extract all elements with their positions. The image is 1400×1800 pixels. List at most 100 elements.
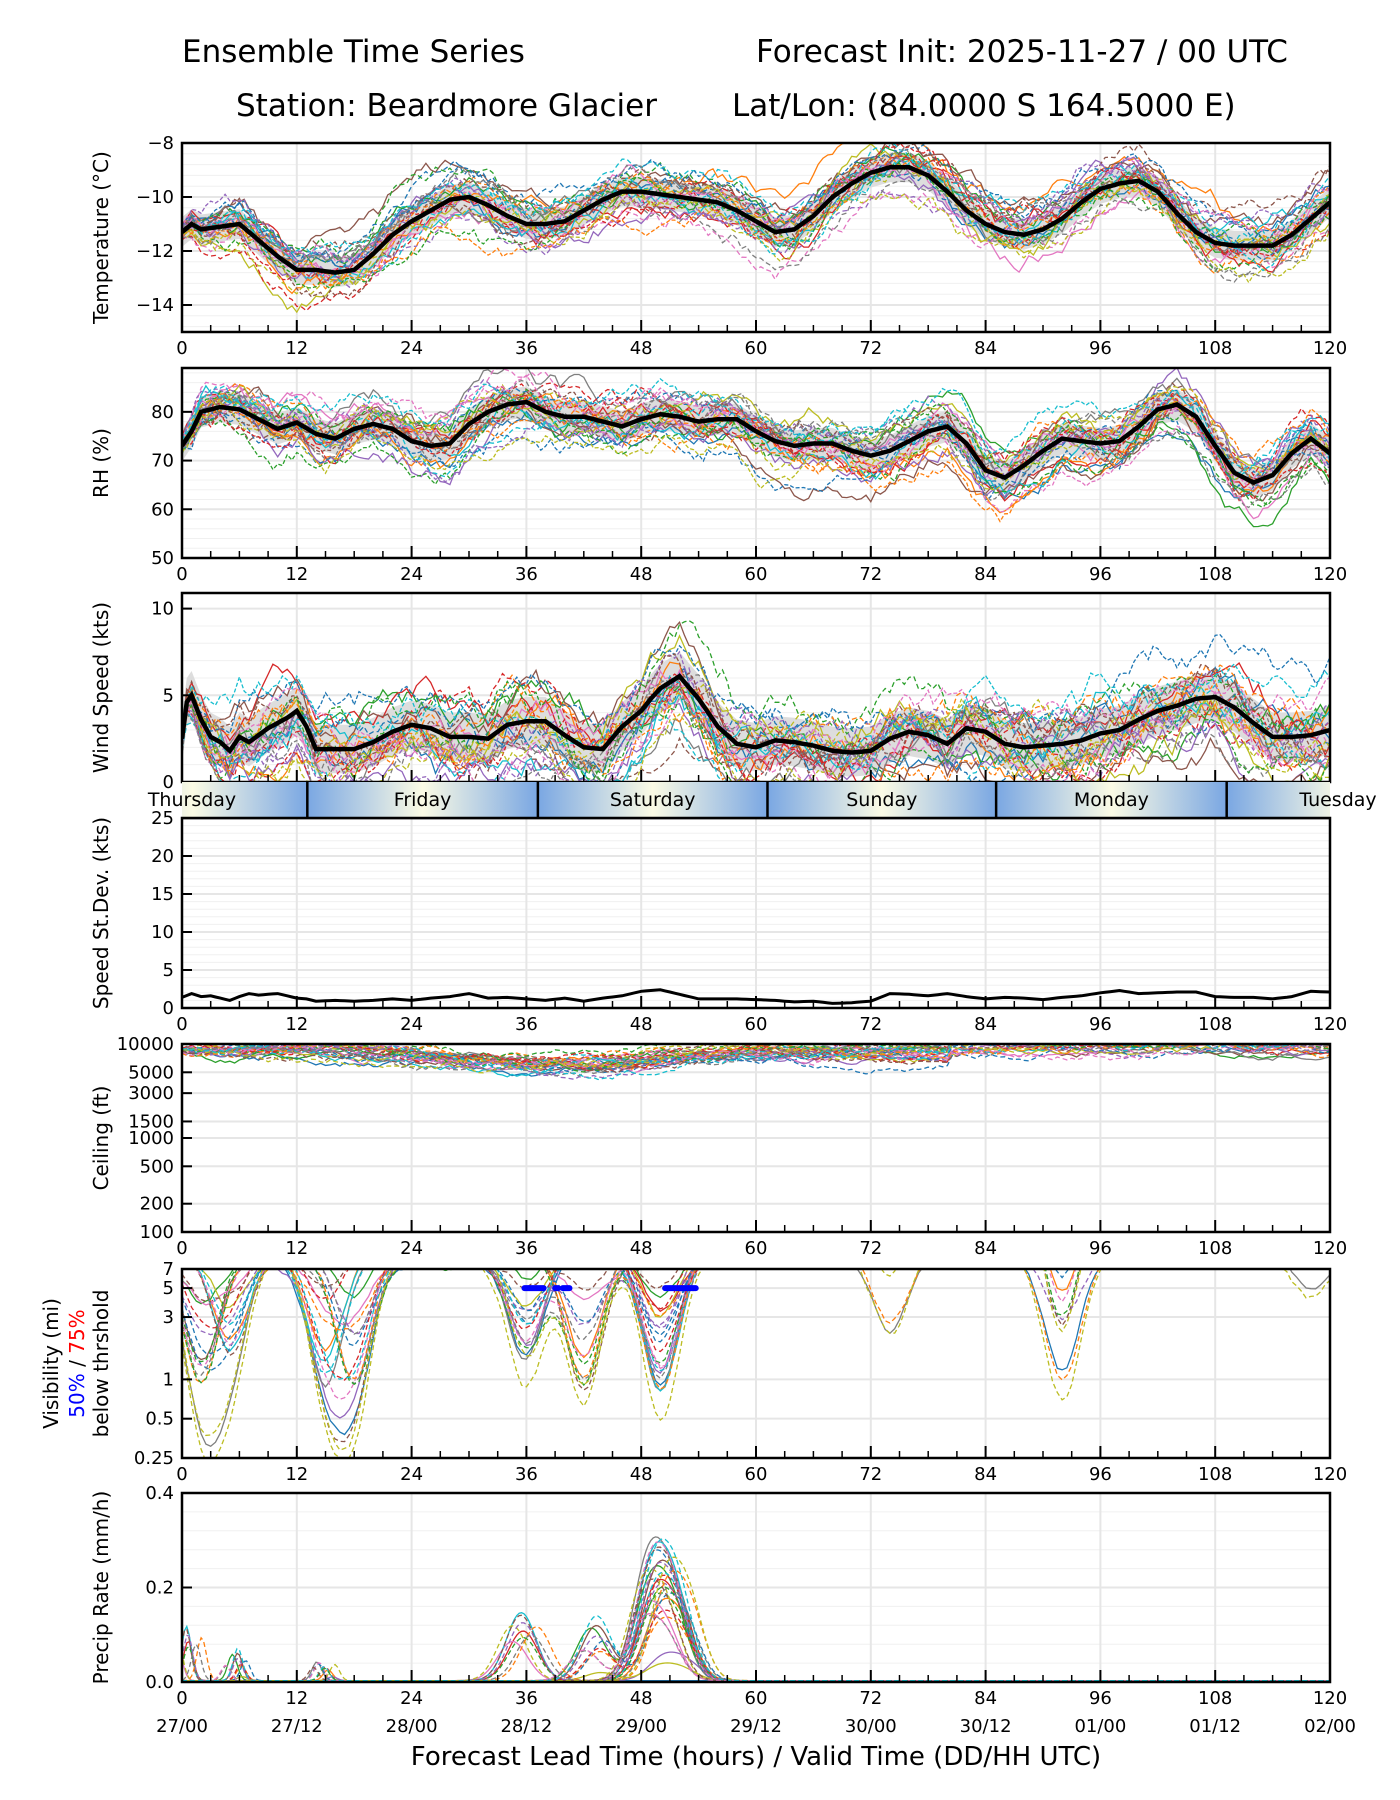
- precip-xtick-label: 120: [1313, 1688, 1347, 1709]
- ensemble-member-line: [182, 663, 1330, 773]
- ceiling-xtick-label: 0: [176, 1238, 187, 1259]
- rh-xtick-label: 120: [1313, 564, 1347, 585]
- temperature-ytick-label: −12: [136, 241, 174, 262]
- ensemble-member-line: [182, 388, 1330, 506]
- ensemble-member-line: [182, 143, 1330, 256]
- ensemble-member-line: [182, 397, 1330, 523]
- ceiling-ytick-label: 10000: [117, 1034, 174, 1055]
- rh-xtick-label: 108: [1198, 564, 1232, 585]
- ensemble-member-line: [182, 143, 1330, 283]
- ensemble-member-line: [182, 1044, 1330, 1067]
- precip-xtick-label: 48: [630, 1688, 653, 1709]
- rh-xtick-label: 0: [176, 564, 187, 585]
- ensemble-member-line: [293, 1269, 696, 1331]
- precip-xtick-label: 0: [176, 1688, 187, 1709]
- ensemble-member-line: [182, 679, 1330, 781]
- valid-time-label: 27/00: [156, 1716, 208, 1737]
- visibility-xtick-label: 84: [974, 1464, 997, 1485]
- temperature-mean-line: [182, 165, 1330, 275]
- valid-time-label: 02/00: [1304, 1716, 1356, 1737]
- day-label: Monday: [1074, 789, 1149, 811]
- ensemble-member-line: [182, 151, 1330, 290]
- precip-xtick-label: 12: [285, 1688, 308, 1709]
- ceiling-ytick-label: 200: [140, 1194, 174, 1215]
- ensemble-member-line: [200, 1269, 561, 1380]
- ensemble-member-line: [182, 184, 1330, 286]
- precip-ytick-label: 0.4: [145, 1483, 174, 1504]
- visibility-ytick-label: 1: [163, 1369, 174, 1390]
- wind_speed-ytick-label: 5: [163, 685, 174, 706]
- valid-time-label: 30/12: [960, 1716, 1012, 1737]
- visibility-xtick-label: 108: [1198, 1464, 1232, 1485]
- ensemble-member-line: [182, 1044, 1330, 1068]
- speed_stdev-ytick-label: 5: [163, 960, 174, 981]
- rh-xtick-label: 96: [1089, 564, 1112, 585]
- precip-xtick-label: 36: [515, 1688, 538, 1709]
- speed_stdev-xtick-label: 24: [400, 1014, 423, 1035]
- ensemble-member-line: [284, 1269, 1100, 1436]
- valid-time-label: 28/00: [386, 1716, 438, 1737]
- visibility-xtick-label: 12: [285, 1464, 308, 1485]
- ensemble-member-line: [182, 1044, 1330, 1074]
- ensemble-member-line: [182, 1044, 1330, 1077]
- ensemble-member-line: [182, 394, 1330, 502]
- ensemble-member-line: [182, 697, 1330, 782]
- visibility-xtick-label: 0: [176, 1464, 187, 1485]
- ensemble-member-line: [182, 1044, 1330, 1081]
- temperature-xtick-label: 108: [1198, 338, 1232, 359]
- day-segment: [307, 782, 538, 818]
- ceiling-xtick-label: 24: [400, 1238, 423, 1259]
- rh-xtick-label: 24: [400, 564, 423, 585]
- temperature-xtick-label: 36: [515, 338, 538, 359]
- visibility-ylabel: Visibility (mi): [39, 1298, 63, 1429]
- ensemble-member-line: [182, 161, 1330, 273]
- ceiling-xtick-label: 12: [285, 1238, 308, 1259]
- ceiling-ytick-label: 1500: [128, 1111, 174, 1132]
- temperature-xtick-label: 96: [1089, 338, 1112, 359]
- ceiling-xtick-label: 84: [974, 1238, 997, 1259]
- ensemble-member-line: [182, 1044, 1305, 1073]
- day-label: Thursday: [147, 789, 236, 811]
- ceiling-ylabel: Ceiling (ft): [89, 1086, 113, 1191]
- valid-time-label: 29/00: [615, 1716, 667, 1737]
- ensemble-member-line: [182, 143, 1330, 283]
- visibility-panel: 0.25 0.5 1 3 57 0 12 24 36 48 60 72 84 96 108 120 Visibi…: [39, 1259, 1347, 1485]
- ensemble-member-line: [182, 411, 1330, 501]
- ceiling-xtick-label: 120: [1313, 1238, 1347, 1259]
- ensemble-member-line: [182, 1044, 1317, 1068]
- precip-ylabel: Precip Rate (mm/h): [89, 1491, 113, 1685]
- rh-xtick-label: 72: [859, 564, 882, 585]
- visibility-xtick-label: 36: [515, 1464, 538, 1485]
- ceiling-ytick-label: 500: [140, 1156, 174, 1177]
- ensemble-member-line: [182, 666, 1330, 782]
- ensemble-member-line: [182, 383, 1330, 481]
- ceiling-xtick-label: 72: [859, 1238, 882, 1259]
- visibility-xtick-label: 96: [1089, 1464, 1112, 1485]
- wind_speed-panel: 0 5 10 Wind Speed (kts): [89, 591, 1332, 793]
- temperature-xtick-label: 0: [176, 338, 187, 359]
- ensemble-member-line: [182, 388, 1330, 488]
- day-segment: [537, 782, 768, 818]
- ceiling-ytick-label: 5000: [128, 1062, 174, 1083]
- precip-xtick-label: 24: [400, 1688, 423, 1709]
- ensemble-member-line: [182, 1044, 1330, 1073]
- ensemble-member-line: [182, 672, 1330, 782]
- rh-panel: 50 60 70 80 0 12 24 36 48 60 72 84 96 108 120 RH (%): [89, 366, 1347, 585]
- ensemble-member-line: [322, 1269, 617, 1340]
- ensemble-member-line: [182, 1269, 627, 1326]
- valid-time-label: 28/12: [500, 1716, 552, 1737]
- wind_speed-ytick-label: 0: [163, 772, 174, 793]
- ensemble-member-line: [182, 378, 1330, 474]
- ensemble-member-line: [182, 155, 1330, 312]
- speed_stdev-ytick-label: 0: [163, 998, 174, 1019]
- rh-xtick-label: 60: [745, 564, 768, 585]
- ensemble-member-line: [182, 664, 1330, 779]
- precip-xtick-label: 60: [745, 1688, 768, 1709]
- precip-xtick-label: 96: [1089, 1688, 1112, 1709]
- ensemble-member-line: [182, 1269, 694, 1355]
- day-bar: Thursday Friday Saturday Sunday Monday Tuesda…: [147, 782, 1377, 820]
- wind_speed-ylabel: Wind Speed (kts): [89, 602, 113, 773]
- rh-ytick-label: 70: [151, 451, 174, 472]
